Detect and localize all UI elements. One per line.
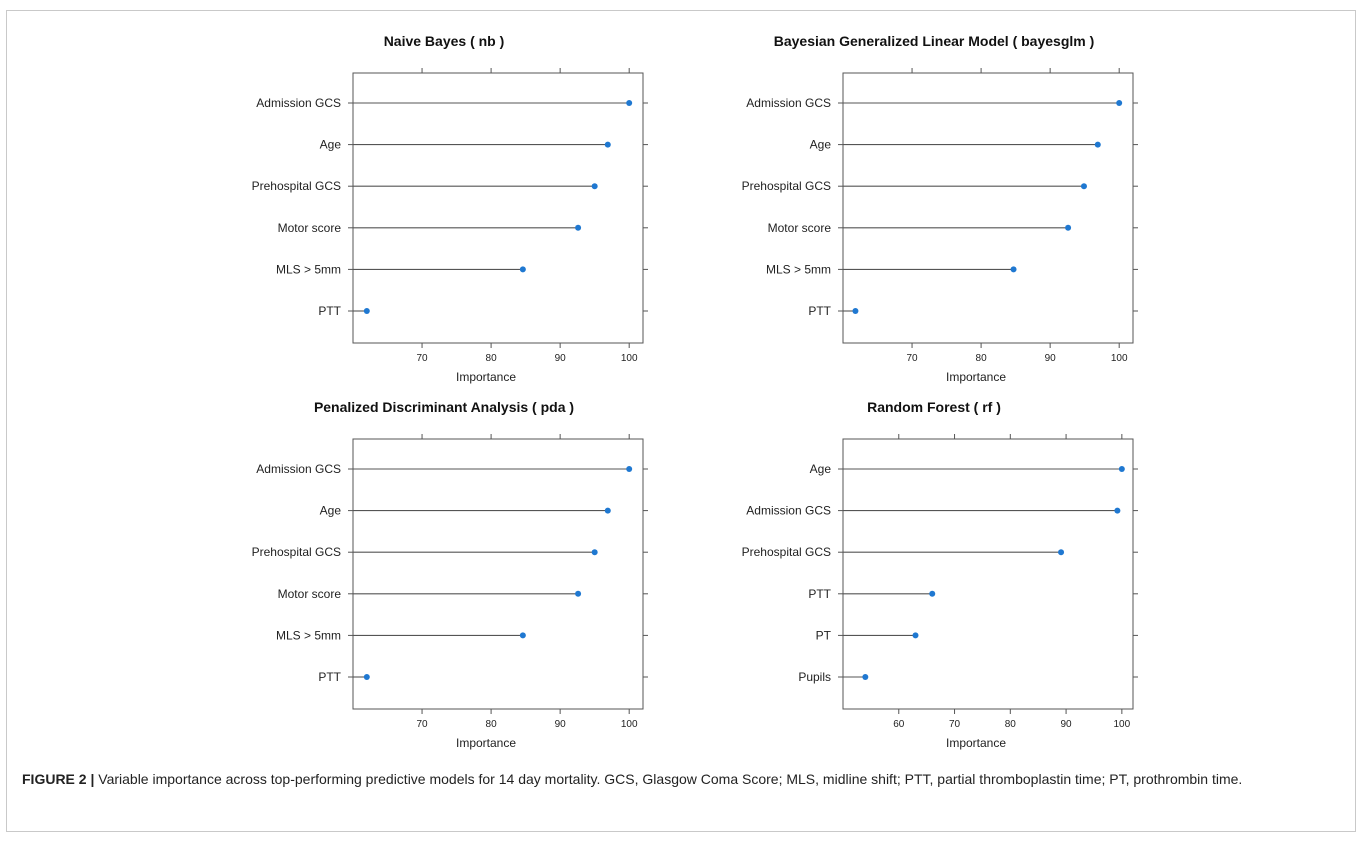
category-label: Admission GCS xyxy=(256,462,341,476)
importance-point xyxy=(1094,141,1101,148)
chart-panel-bayesglm: Bayesian Generalized Linear Model ( baye… xyxy=(742,33,1138,384)
chart-title: Penalized Discriminant Analysis ( pda ) xyxy=(314,399,574,415)
x-tick-label: 100 xyxy=(621,353,638,364)
x-tick-label: 80 xyxy=(486,353,498,364)
category-label: Age xyxy=(320,138,342,152)
importance-point xyxy=(1065,224,1072,231)
x-tick-label: 90 xyxy=(555,719,567,730)
category-label: Pupils xyxy=(798,670,831,684)
x-axis-label: Importance xyxy=(946,370,1006,384)
chart-panel-random-forest: Random Forest ( rf ) 60 70 80 90 100 Importanc… xyxy=(742,399,1138,750)
x-tick-label: 70 xyxy=(416,353,428,364)
category-label: Age xyxy=(810,138,832,152)
importance-point xyxy=(591,183,598,190)
importance-point xyxy=(626,466,633,472)
category-label: Age xyxy=(810,462,832,476)
category-label: Prehospital GCS xyxy=(742,179,831,193)
category-label: Admission GCS xyxy=(746,504,831,518)
category-label: Prehospital GCS xyxy=(252,545,341,559)
category-label: Motor score xyxy=(278,221,342,235)
importance-point xyxy=(519,266,526,273)
x-tick-label: 90 xyxy=(555,353,567,364)
importance-point xyxy=(363,308,370,314)
importance-point xyxy=(1116,100,1123,106)
x-tick-label: 100 xyxy=(1111,353,1128,364)
importance-point xyxy=(929,590,936,597)
x-tick-label: 60 xyxy=(893,719,905,730)
category-label: PTT xyxy=(808,587,831,601)
category-label: MLS > 5mm xyxy=(276,262,341,276)
importance-point xyxy=(862,674,869,680)
chart-title: Bayesian Generalized Linear Model ( baye… xyxy=(774,33,1095,49)
x-tick-label: 100 xyxy=(1114,719,1131,730)
figure-label: FIGURE 2 | xyxy=(22,771,95,787)
category-label: Age xyxy=(320,504,342,518)
chart-title: Naive Bayes ( nb ) xyxy=(384,33,505,49)
importance-point xyxy=(363,674,370,680)
plot-frame xyxy=(842,438,1134,710)
category-label: Admission GCS xyxy=(256,96,341,110)
category-label: PTT xyxy=(808,304,831,318)
plot-frame xyxy=(842,72,1134,344)
chart-title: Random Forest ( rf ) xyxy=(867,399,1001,415)
category-label: Admission GCS xyxy=(746,96,831,110)
x-tick-label: 80 xyxy=(976,353,988,364)
x-axis-label: Importance xyxy=(456,736,516,750)
importance-point xyxy=(1080,183,1087,190)
x-tick-label: 90 xyxy=(1045,353,1057,364)
importance-point xyxy=(912,632,919,639)
x-axis-label: Importance xyxy=(946,736,1006,750)
importance-point xyxy=(575,224,582,231)
category-label: Prehospital GCS xyxy=(252,179,341,193)
importance-point xyxy=(591,549,598,556)
importance-point xyxy=(1114,507,1121,514)
importance-point xyxy=(604,507,611,514)
importance-point xyxy=(1118,466,1125,472)
x-axis-label: Importance xyxy=(456,370,516,384)
category-label: Motor score xyxy=(278,587,342,601)
importance-point xyxy=(1058,549,1065,556)
x-tick-label: 80 xyxy=(1005,719,1017,730)
chart-panel-naive-bayes: Naive Bayes ( nb ) 70 80 90 100 Importance Adm… xyxy=(252,33,648,384)
category-label: MLS > 5mm xyxy=(766,262,831,276)
figure-frame xyxy=(6,10,1356,832)
x-tick-label: 70 xyxy=(416,719,428,730)
category-label: PT xyxy=(816,628,832,642)
plot-frame xyxy=(352,72,644,344)
chart-panel-pda: Penalized Discriminant Analysis ( pda ) 7… xyxy=(252,399,648,750)
x-tick-label: 80 xyxy=(486,719,498,730)
figure-caption-text: Variable importance across top-performin… xyxy=(98,771,1243,787)
category-label: PTT xyxy=(318,304,341,318)
x-tick-label: 100 xyxy=(621,719,638,730)
x-tick-label: 70 xyxy=(906,353,918,364)
importance-point xyxy=(852,308,859,314)
importance-point xyxy=(1010,266,1017,273)
category-label: Motor score xyxy=(768,221,832,235)
figure-caption: FIGURE 2 | Variable importance across to… xyxy=(22,768,1337,790)
category-label: MLS > 5mm xyxy=(276,628,341,642)
importance-point xyxy=(604,141,611,148)
x-tick-label: 90 xyxy=(1061,719,1073,730)
x-tick-label: 70 xyxy=(949,719,961,730)
importance-point xyxy=(519,632,526,639)
category-label: PTT xyxy=(318,670,341,684)
importance-point xyxy=(626,100,633,106)
importance-point xyxy=(575,590,582,597)
plot-frame xyxy=(352,438,644,710)
category-label: Prehospital GCS xyxy=(742,545,831,559)
